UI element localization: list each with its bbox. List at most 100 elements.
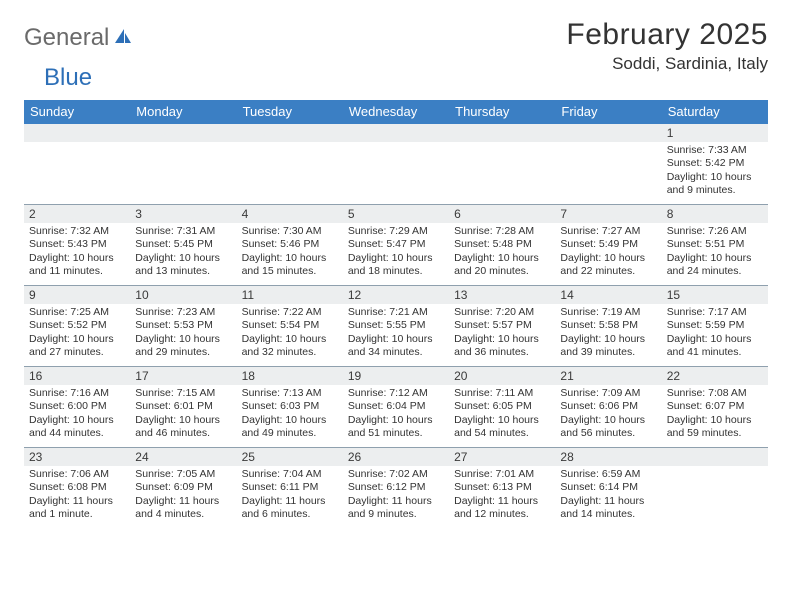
weekday-tue: Tuesday bbox=[237, 100, 343, 124]
day-number bbox=[555, 124, 661, 142]
day-cell: Sunrise: 7:27 AM Sunset: 5:49 PM Dayligh… bbox=[555, 223, 661, 285]
day-cell: Sunrise: 7:17 AM Sunset: 5:59 PM Dayligh… bbox=[662, 304, 768, 366]
day-number: 12 bbox=[343, 286, 449, 304]
day-number: 28 bbox=[555, 448, 661, 466]
logo-text-blue: Blue bbox=[44, 64, 92, 92]
weekday-fri: Friday bbox=[555, 100, 661, 124]
weekday-header: Sunday Monday Tuesday Wednesday Thursday… bbox=[24, 100, 768, 124]
day-cell: Sunrise: 7:32 AM Sunset: 5:43 PM Dayligh… bbox=[24, 223, 130, 285]
weekday-wed: Wednesday bbox=[343, 100, 449, 124]
day-number: 5 bbox=[343, 205, 449, 223]
day-cell: Sunrise: 7:09 AM Sunset: 6:06 PM Dayligh… bbox=[555, 385, 661, 447]
day-number: 13 bbox=[449, 286, 555, 304]
day-cell: Sunrise: 7:25 AM Sunset: 5:52 PM Dayligh… bbox=[24, 304, 130, 366]
week-row: 232425262728Sunrise: 7:06 AM Sunset: 6:0… bbox=[24, 447, 768, 528]
day-number: 8 bbox=[662, 205, 768, 223]
day-cell bbox=[237, 142, 343, 204]
logo: General bbox=[24, 18, 136, 52]
day-cell: Sunrise: 7:05 AM Sunset: 6:09 PM Dayligh… bbox=[130, 466, 236, 528]
day-cell: Sunrise: 7:33 AM Sunset: 5:42 PM Dayligh… bbox=[662, 142, 768, 204]
location-subtitle: Soddi, Sardinia, Italy bbox=[566, 54, 768, 74]
day-cell: Sunrise: 6:59 AM Sunset: 6:14 PM Dayligh… bbox=[555, 466, 661, 528]
day-cell: Sunrise: 7:29 AM Sunset: 5:47 PM Dayligh… bbox=[343, 223, 449, 285]
weekday-sun: Sunday bbox=[24, 100, 130, 124]
week-row: 9101112131415Sunrise: 7:25 AM Sunset: 5:… bbox=[24, 285, 768, 366]
day-number-row: 16171819202122 bbox=[24, 367, 768, 385]
day-number: 6 bbox=[449, 205, 555, 223]
month-title: February 2025 bbox=[566, 18, 768, 52]
day-number: 9 bbox=[24, 286, 130, 304]
day-cell bbox=[662, 466, 768, 528]
day-body-row: Sunrise: 7:25 AM Sunset: 5:52 PM Dayligh… bbox=[24, 304, 768, 366]
day-number: 7 bbox=[555, 205, 661, 223]
weekday-mon: Monday bbox=[130, 100, 236, 124]
day-number: 23 bbox=[24, 448, 130, 466]
day-number: 16 bbox=[24, 367, 130, 385]
day-cell: Sunrise: 7:26 AM Sunset: 5:51 PM Dayligh… bbox=[662, 223, 768, 285]
logo-sail-icon bbox=[113, 27, 133, 50]
day-cell: Sunrise: 7:31 AM Sunset: 5:45 PM Dayligh… bbox=[130, 223, 236, 285]
day-cell: Sunrise: 7:02 AM Sunset: 6:12 PM Dayligh… bbox=[343, 466, 449, 528]
day-number: 27 bbox=[449, 448, 555, 466]
day-number bbox=[343, 124, 449, 142]
day-number: 24 bbox=[130, 448, 236, 466]
day-cell: Sunrise: 7:21 AM Sunset: 5:55 PM Dayligh… bbox=[343, 304, 449, 366]
weekday-sat: Saturday bbox=[662, 100, 768, 124]
day-cell: Sunrise: 7:04 AM Sunset: 6:11 PM Dayligh… bbox=[237, 466, 343, 528]
day-number-row: 9101112131415 bbox=[24, 286, 768, 304]
day-number: 26 bbox=[343, 448, 449, 466]
day-body-row: Sunrise: 7:16 AM Sunset: 6:00 PM Dayligh… bbox=[24, 385, 768, 447]
day-number: 18 bbox=[237, 367, 343, 385]
day-body-row: Sunrise: 7:32 AM Sunset: 5:43 PM Dayligh… bbox=[24, 223, 768, 285]
day-cell: Sunrise: 7:12 AM Sunset: 6:04 PM Dayligh… bbox=[343, 385, 449, 447]
day-number bbox=[24, 124, 130, 142]
day-cell: Sunrise: 7:11 AM Sunset: 6:05 PM Dayligh… bbox=[449, 385, 555, 447]
week-row: 2345678Sunrise: 7:32 AM Sunset: 5:43 PM … bbox=[24, 204, 768, 285]
week-row: 1Sunrise: 7:33 AM Sunset: 5:42 PM Daylig… bbox=[24, 124, 768, 204]
day-number: 14 bbox=[555, 286, 661, 304]
day-number bbox=[449, 124, 555, 142]
day-cell: Sunrise: 7:01 AM Sunset: 6:13 PM Dayligh… bbox=[449, 466, 555, 528]
logo-text-general: General bbox=[24, 24, 109, 52]
day-cell bbox=[343, 142, 449, 204]
day-cell: Sunrise: 7:19 AM Sunset: 5:58 PM Dayligh… bbox=[555, 304, 661, 366]
day-number: 21 bbox=[555, 367, 661, 385]
day-number bbox=[237, 124, 343, 142]
day-cell: Sunrise: 7:16 AM Sunset: 6:00 PM Dayligh… bbox=[24, 385, 130, 447]
day-cell: Sunrise: 7:30 AM Sunset: 5:46 PM Dayligh… bbox=[237, 223, 343, 285]
day-cell bbox=[555, 142, 661, 204]
day-number: 15 bbox=[662, 286, 768, 304]
day-cell: Sunrise: 7:23 AM Sunset: 5:53 PM Dayligh… bbox=[130, 304, 236, 366]
day-cell: Sunrise: 7:28 AM Sunset: 5:48 PM Dayligh… bbox=[449, 223, 555, 285]
day-number-row: 2345678 bbox=[24, 205, 768, 223]
day-number: 17 bbox=[130, 367, 236, 385]
day-cell: Sunrise: 7:22 AM Sunset: 5:54 PM Dayligh… bbox=[237, 304, 343, 366]
day-number-row: 1 bbox=[24, 124, 768, 142]
day-number: 25 bbox=[237, 448, 343, 466]
day-body-row: Sunrise: 7:33 AM Sunset: 5:42 PM Dayligh… bbox=[24, 142, 768, 204]
weekday-thu: Thursday bbox=[449, 100, 555, 124]
day-number bbox=[130, 124, 236, 142]
day-cell: Sunrise: 7:06 AM Sunset: 6:08 PM Dayligh… bbox=[24, 466, 130, 528]
day-cell bbox=[24, 142, 130, 204]
day-cell: Sunrise: 7:13 AM Sunset: 6:03 PM Dayligh… bbox=[237, 385, 343, 447]
day-number bbox=[662, 448, 768, 466]
day-number-row: 232425262728 bbox=[24, 448, 768, 466]
day-number: 1 bbox=[662, 124, 768, 142]
week-row: 16171819202122Sunrise: 7:16 AM Sunset: 6… bbox=[24, 366, 768, 447]
day-cell bbox=[449, 142, 555, 204]
day-number: 19 bbox=[343, 367, 449, 385]
day-cell: Sunrise: 7:20 AM Sunset: 5:57 PM Dayligh… bbox=[449, 304, 555, 366]
day-number: 11 bbox=[237, 286, 343, 304]
day-cell bbox=[130, 142, 236, 204]
day-cell: Sunrise: 7:08 AM Sunset: 6:07 PM Dayligh… bbox=[662, 385, 768, 447]
day-cell: Sunrise: 7:15 AM Sunset: 6:01 PM Dayligh… bbox=[130, 385, 236, 447]
day-number: 2 bbox=[24, 205, 130, 223]
day-number: 22 bbox=[662, 367, 768, 385]
day-number: 4 bbox=[237, 205, 343, 223]
day-body-row: Sunrise: 7:06 AM Sunset: 6:08 PM Dayligh… bbox=[24, 466, 768, 528]
day-number: 10 bbox=[130, 286, 236, 304]
calendar: Sunday Monday Tuesday Wednesday Thursday… bbox=[24, 100, 768, 528]
day-number: 20 bbox=[449, 367, 555, 385]
day-number: 3 bbox=[130, 205, 236, 223]
